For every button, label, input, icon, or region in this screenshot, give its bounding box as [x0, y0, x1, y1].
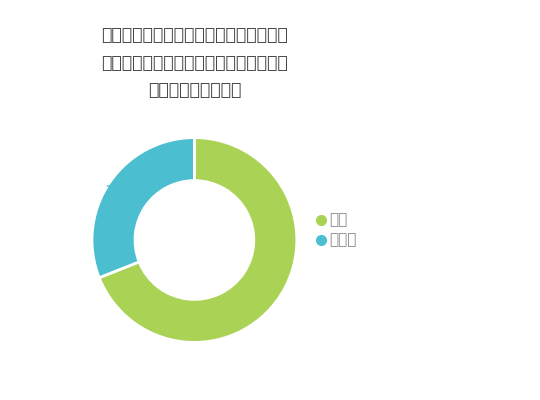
Wedge shape — [92, 138, 194, 278]
Text: 31%: 31% — [105, 184, 145, 202]
Text: いいえ: いいえ — [329, 232, 357, 248]
Text: はい: はい — [329, 212, 348, 227]
Text: 69%: 69% — [244, 278, 284, 296]
Title: 住宅ローンを組んでいる人に聞きます！
年末調整や確定申告を正しく行っている
自信がありますか？: 住宅ローンを組んでいる人に聞きます！ 年末調整や確定申告を正しく行っている 自信… — [101, 26, 288, 99]
Wedge shape — [99, 138, 297, 342]
